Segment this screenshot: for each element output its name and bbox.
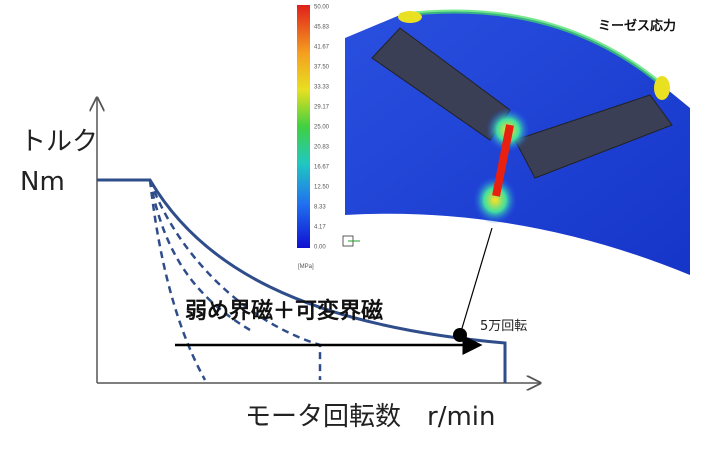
curves [97,178,507,383]
color-bar-label: 37.50 [314,65,330,71]
color-bar-label: 8.33 [314,205,326,211]
torque-label: トルク [20,127,98,157]
color-bar-label: 20.83 [314,145,330,151]
stress-image [342,9,690,276]
bridge [492,124,514,197]
torque-unit: Nm [20,167,65,197]
color-bar-label: 45.83 [314,25,330,31]
stress-title: ミーゼス応力 [598,18,676,34]
speed-label: モータ回転数 r/min [245,402,495,432]
color-bar-label: 41.67 [314,45,330,51]
dashed-curve [148,179,207,381]
max-speed-label: 5万回転 [480,319,527,334]
color-bar-label: 12.50 [314,185,330,191]
color-bar-label: 4.17 [314,225,326,231]
color-bar-label: 25.00 [314,125,330,131]
main-curve [97,178,507,383]
color-bar-label: 29.17 [314,105,330,111]
leader-line [459,227,493,336]
magnet [514,94,673,179]
dashed-curve [148,179,251,332]
color-bar-labels: 50.00 45.83 41.67 37.50 33.33 29.17 25.00 20.83… [314,5,330,251]
color-bar-label: 33.33 [314,85,330,91]
color-bar-label: 16.67 [314,165,330,171]
color-bar-label: 50.00 [314,5,330,11]
color-bar-label: 0.00 [314,245,326,251]
color-bar [297,5,310,248]
dashed-curve [148,179,322,380]
color-bar-unit: [MPa] [298,264,314,270]
method-label: 弱め界磁＋可変界磁 [185,298,383,324]
